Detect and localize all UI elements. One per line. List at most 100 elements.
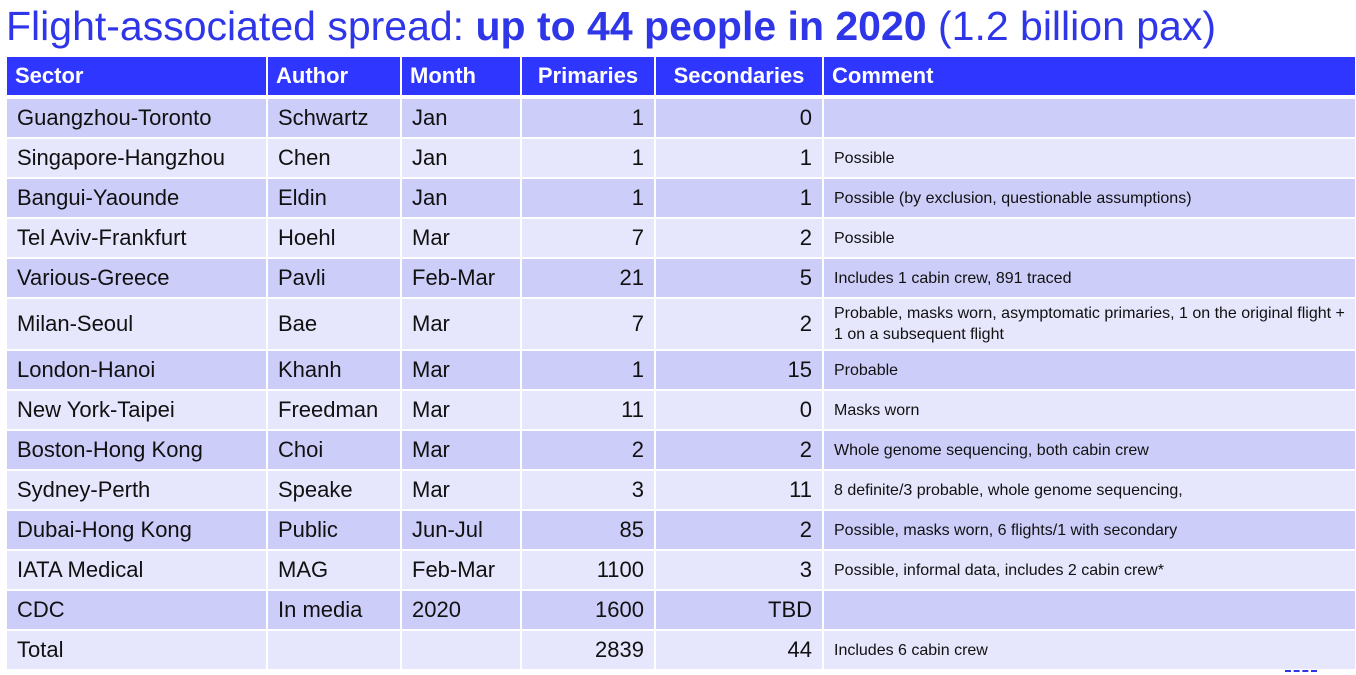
title-suffix: (1.2 billion pax) <box>926 3 1217 49</box>
header-sector: Sector <box>7 57 266 99</box>
cell-month: Mar <box>402 431 520 471</box>
cell-primaries: 11 <box>522 391 654 431</box>
cell-author <box>268 631 400 671</box>
table-row: Bangui-Yaounde Eldin Jan 1 1 Possible (by exc… <box>7 179 1355 219</box>
cell-sector: Total <box>7 631 266 671</box>
cell-sector: Various-Greece <box>7 259 266 299</box>
cell-secondaries: 2 <box>656 219 822 259</box>
cell-author: Speake <box>268 471 400 511</box>
table-row: Singapore-Hangzhou Chen Jan 1 1 Possible <box>7 139 1355 179</box>
cell-comment: Possible <box>824 219 1355 259</box>
cell-sector: Bangui-Yaounde <box>7 179 266 219</box>
cell-month: Jan <box>402 179 520 219</box>
cell-month: Mar <box>402 391 520 431</box>
cell-author: Choi <box>268 431 400 471</box>
cell-secondaries: 2 <box>656 299 822 351</box>
cell-sector: Dubai-Hong Kong <box>7 511 266 551</box>
table-row: Dubai-Hong Kong Public Jun-Jul 85 2 Possible,… <box>7 511 1355 551</box>
cell-secondaries: 15 <box>656 351 822 391</box>
cell-comment: Possible, masks worn, 6 flights/1 with s… <box>824 511 1355 551</box>
cell-author: Hoehl <box>268 219 400 259</box>
cell-comment: Probable, masks worn, asymptomatic prima… <box>824 299 1355 351</box>
table-row: Boston-Hong Kong Choi Mar 2 2 Whole genome se… <box>7 431 1355 471</box>
cell-primaries: 1 <box>522 99 654 139</box>
cell-month: Jun-Jul <box>402 511 520 551</box>
cell-secondaries: 11 <box>656 471 822 511</box>
cell-sector: Tel Aviv-Frankfurt <box>7 219 266 259</box>
cell-month: Mar <box>402 219 520 259</box>
cell-secondaries: 1 <box>656 179 822 219</box>
cell-month <box>402 631 520 671</box>
cell-secondaries: 2 <box>656 431 822 471</box>
cell-month: Feb-Mar <box>402 551 520 591</box>
table-row: Milan-Seoul Bae Mar 7 2 Probable, masks worn,… <box>7 299 1355 351</box>
cell-author: In media <box>268 591 400 631</box>
footer-dash-mark <box>1285 670 1317 672</box>
table-row: Sydney-Perth Speake Mar 3 11 8 definite/3 pro… <box>7 471 1355 511</box>
cell-primaries: 2839 <box>522 631 654 671</box>
cell-primaries: 1 <box>522 179 654 219</box>
cell-sector: Sydney-Perth <box>7 471 266 511</box>
cell-author: Bae <box>268 299 400 351</box>
header-comment: Comment <box>824 57 1355 99</box>
cell-comment: Includes 1 cabin crew, 891 traced <box>824 259 1355 299</box>
table-row: Total 2839 44 Includes 6 cabin crew <box>7 631 1355 671</box>
header-secondaries: Secondaries <box>656 57 822 99</box>
cell-month: 2020 <box>402 591 520 631</box>
cell-primaries: 1100 <box>522 551 654 591</box>
cell-author: Khanh <box>268 351 400 391</box>
header-author: Author <box>268 57 400 99</box>
table-row: IATA Medical MAG Feb-Mar 1100 3 Possible, inf… <box>7 551 1355 591</box>
cell-sector: Singapore-Hangzhou <box>7 139 266 179</box>
cell-comment: Whole genome sequencing, both cabin crew <box>824 431 1355 471</box>
cell-primaries: 1 <box>522 351 654 391</box>
cell-author: Schwartz <box>268 99 400 139</box>
cell-comment <box>824 99 1355 139</box>
cell-comment: Masks worn <box>824 391 1355 431</box>
header-month: Month <box>402 57 520 99</box>
cell-comment <box>824 591 1355 631</box>
cell-primaries: 3 <box>522 471 654 511</box>
table-row: New York-Taipei Freedman Mar 11 0 Masks worn <box>7 391 1355 431</box>
cell-primaries: 21 <box>522 259 654 299</box>
header-primaries: Primaries <box>522 57 654 99</box>
cell-author: Public <box>268 511 400 551</box>
cell-comment: Possible <box>824 139 1355 179</box>
cell-author: MAG <box>268 551 400 591</box>
cell-secondaries: 44 <box>656 631 822 671</box>
cell-author: Freedman <box>268 391 400 431</box>
cell-author: Pavli <box>268 259 400 299</box>
cell-primaries: 1600 <box>522 591 654 631</box>
table-row: Tel Aviv-Frankfurt Hoehl Mar 7 2 Possible <box>7 219 1355 259</box>
table-row: Guangzhou-Toronto Schwartz Jan 1 0 <box>7 99 1355 139</box>
cell-secondaries: 0 <box>656 99 822 139</box>
cell-sector: IATA Medical <box>7 551 266 591</box>
cell-secondaries: 0 <box>656 391 822 431</box>
slide-title: Flight-associated spread: up to 44 peopl… <box>6 2 1352 54</box>
cell-primaries: 2 <box>522 431 654 471</box>
cell-author: Eldin <box>268 179 400 219</box>
table-body: Guangzhou-Toronto Schwartz Jan 1 0 Singapore-… <box>7 99 1355 671</box>
cell-month: Mar <box>402 351 520 391</box>
flight-spread-table: Sector Author Month Primaries Secondarie… <box>5 57 1356 671</box>
cell-comment: Possible (by exclusion, questionable ass… <box>824 179 1355 219</box>
cell-comment: Includes 6 cabin crew <box>824 631 1355 671</box>
cell-sector: CDC <box>7 591 266 631</box>
table-row: Various-Greece Pavli Feb-Mar 21 5 Includes 1 … <box>7 259 1355 299</box>
cell-primaries: 1 <box>522 139 654 179</box>
cell-comment: Probable <box>824 351 1355 391</box>
cell-secondaries: 5 <box>656 259 822 299</box>
cell-sector: Boston-Hong Kong <box>7 431 266 471</box>
cell-comment: 8 definite/3 probable, whole genome sequ… <box>824 471 1355 511</box>
cell-comment: Possible, informal data, includes 2 cabi… <box>824 551 1355 591</box>
cell-primaries: 7 <box>522 219 654 259</box>
cell-month: Feb-Mar <box>402 259 520 299</box>
cell-month: Mar <box>402 299 520 351</box>
cell-author: Chen <box>268 139 400 179</box>
cell-sector: London-Hanoi <box>7 351 266 391</box>
cell-primaries: 7 <box>522 299 654 351</box>
cell-secondaries: 1 <box>656 139 822 179</box>
title-highlight: up to 44 people in 2020 <box>475 3 927 49</box>
cell-month: Jan <box>402 99 520 139</box>
cell-secondaries: TBD <box>656 591 822 631</box>
